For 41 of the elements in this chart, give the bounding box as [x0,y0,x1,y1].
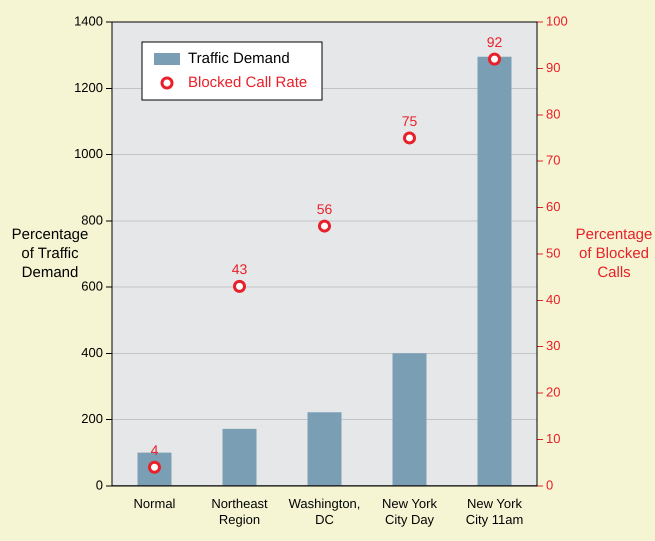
y2-tick-label: 80 [546,106,560,122]
bar [222,428,256,486]
y-tick-label: 800 [81,212,103,228]
point [233,280,246,293]
x-tick-label: Washington, DC [288,496,360,527]
x-tick-label: Northeast Region [211,496,268,527]
bar [478,56,512,486]
y2-tick-label: 30 [546,338,560,354]
y2-tick-label: 70 [546,152,560,168]
data-label: 92 [486,34,502,50]
x-tick-label: New York City 11am [466,496,524,527]
y2-tick-label: 10 [546,431,560,446]
x-tick-label: New York City Day [382,496,438,527]
legend-label: Blocked Call Rate [188,74,308,92]
y-tick-label: 0 [96,477,103,492]
y-tick-label: 1400 [74,14,103,29]
data-label: 4 [150,442,159,458]
point [488,52,501,66]
point [403,131,416,144]
point [318,220,331,233]
data-label: 56 [316,200,332,217]
y2-axis-title: Percentage of Blocked Calls [576,226,652,282]
y2-tick-label: 0 [546,477,554,492]
y-tick-label: 200 [81,411,103,426]
y2-tick-label: 90 [546,60,560,75]
y-axis-title: Percentage of Traffic Demand [12,226,88,282]
y-tick-label: 1200 [74,80,103,95]
y-tick-label: 600 [81,278,103,294]
y2-tick-label: 60 [546,199,560,214]
bar [308,412,342,486]
bar [392,353,426,486]
x-tick-label: Normal [134,496,176,512]
y2-tick-label: 50 [546,245,560,260]
y2-tick-label: 100 [546,14,568,29]
data-label: 75 [402,112,418,129]
legend-label: Traffic Demand [188,50,290,68]
y2-tick-label: 40 [546,292,560,307]
y-tick-label: 1000 [74,146,103,162]
data-label: 43 [232,261,248,278]
y2-tick-label: 20 [546,384,560,400]
y-tick-label: 400 [81,344,103,360]
